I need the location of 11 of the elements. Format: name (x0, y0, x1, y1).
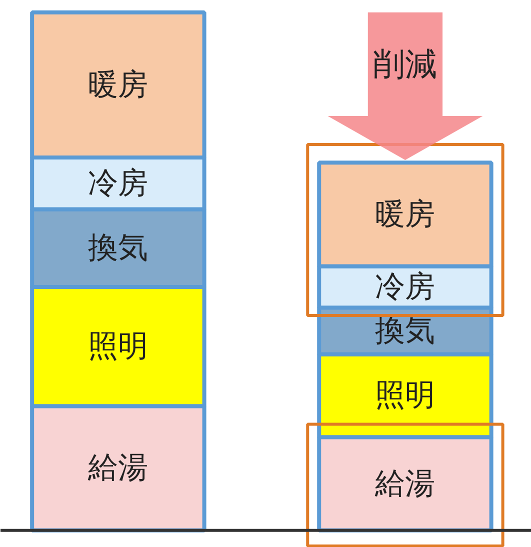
series-label: 暖房 (375, 196, 436, 232)
series-label: 換気 (375, 313, 436, 348)
text: 冷房 (88, 166, 148, 201)
text: 暖房 (88, 67, 148, 102)
text: 照明 (88, 329, 148, 364)
series-label: 照明 (375, 378, 436, 414)
series-label: 冷房 (375, 269, 436, 304)
text: 換気 (88, 230, 148, 266)
annotation: 削減 (373, 45, 438, 84)
series-label: 給湯 (374, 466, 436, 502)
text: 給湯 (88, 450, 148, 486)
